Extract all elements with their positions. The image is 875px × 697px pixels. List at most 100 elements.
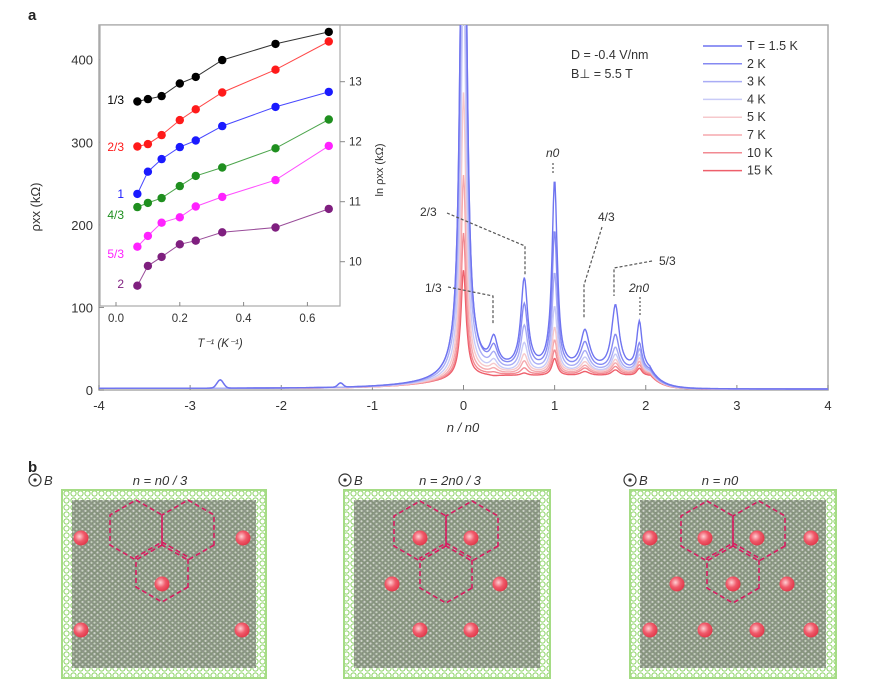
inset-point xyxy=(133,242,142,251)
peak-label-5-3: 5/3 xyxy=(659,254,676,268)
legend-label: 5 K xyxy=(747,110,766,124)
inset-x-tick-label: 0.2 xyxy=(172,313,188,325)
inset-point xyxy=(133,202,142,212)
electron-site xyxy=(384,576,400,592)
inset-point xyxy=(324,204,333,214)
peak-label-2-3: 2/3 xyxy=(420,205,437,219)
x-tick-label: 4 xyxy=(824,398,831,413)
inset-point xyxy=(191,105,200,114)
electron-site xyxy=(234,622,250,638)
leader-line xyxy=(613,260,653,296)
b-field-dot xyxy=(343,478,347,482)
inset-point xyxy=(218,228,227,237)
legend-label: T = 1.5 K xyxy=(747,39,799,53)
main-curves xyxy=(99,25,828,390)
inset-series-label: 2 xyxy=(117,277,124,291)
b-field-out-icon xyxy=(28,473,42,487)
inset-point xyxy=(157,91,166,101)
inset-point xyxy=(324,37,333,46)
electron-site xyxy=(697,622,713,638)
legend-label: 4 K xyxy=(747,92,766,106)
unit-cell-hexagon xyxy=(680,500,734,562)
inset-point xyxy=(271,102,280,112)
inset-plot: 0.0 0.2 0.4 0.6 10 11 12 13 1/3 2/3 1 4/3 5/3 2 T⁻¹… xyxy=(99,24,386,350)
inset-point xyxy=(175,79,184,88)
inset-point xyxy=(191,136,200,145)
inset-x-tick-label: 0.4 xyxy=(236,313,253,325)
unit-cell-hexagon xyxy=(732,500,786,562)
y-tick-label: 400 xyxy=(71,53,93,68)
electron-site xyxy=(463,530,479,546)
inset-x-label: T⁻¹ (K⁻¹) xyxy=(197,338,243,350)
inset-point xyxy=(157,193,166,203)
inset-point xyxy=(271,144,280,153)
inset-x-tick-label: 0.0 xyxy=(108,313,124,325)
legend: T = 1.5 K 2 K 3 K 4 K 5 K 7 K 10 K 15 K xyxy=(703,39,799,178)
inset-series-label: 1/3 xyxy=(107,93,124,107)
x-tick-label: 1 xyxy=(551,398,558,413)
electron-site xyxy=(73,622,89,638)
inset-point xyxy=(133,281,142,290)
inset-point xyxy=(218,163,227,172)
inset-point xyxy=(218,121,227,131)
x-tick-label: 0 xyxy=(460,398,467,413)
legend-label: 15 K xyxy=(747,164,773,178)
inset-point xyxy=(175,213,184,222)
inset-series-label: 4/3 xyxy=(107,208,124,222)
panel-a-label: a xyxy=(28,7,37,24)
electron-site xyxy=(463,622,479,638)
inset-point xyxy=(175,181,184,191)
electron-site xyxy=(235,530,251,546)
b-field-out-icon xyxy=(338,473,352,487)
inset-point xyxy=(175,142,184,152)
peak-label-2n0: 2n0 xyxy=(628,281,649,295)
inset-point xyxy=(191,236,200,245)
unit-cell-hexagon xyxy=(135,541,189,603)
inset-series-label: 2/3 xyxy=(107,140,124,154)
x-tick-label: 2 xyxy=(642,398,649,413)
x-tick-label: -4 xyxy=(93,398,105,413)
electron-site xyxy=(669,576,685,592)
electron-site xyxy=(749,530,765,546)
y-tick-label: 0 xyxy=(86,383,93,398)
inset-series-label: 5/3 xyxy=(107,247,124,261)
electron-site xyxy=(803,530,819,546)
unit-cell-hexagon xyxy=(393,500,447,562)
leader-line xyxy=(447,286,494,325)
inset-point xyxy=(143,231,153,241)
moire-lattice xyxy=(354,500,540,668)
inset-x-axis: 0.0 0.2 0.4 0.6 xyxy=(108,302,315,325)
annotation-B: B⊥ = 5.5 T xyxy=(571,67,633,81)
inset-y-tick-label: 13 xyxy=(349,77,362,89)
inset-y-label: ln ρxx (kΩ) xyxy=(374,144,386,197)
inset-point xyxy=(143,167,153,176)
legend-label: 2 K xyxy=(747,57,766,71)
b-field-label: B xyxy=(639,473,648,488)
leader-line xyxy=(583,226,603,318)
peak-labels: 1/3 2/3 n0 4/3 5/3 2n0 xyxy=(420,146,676,325)
unit-cell-hexagon xyxy=(706,542,760,604)
legend-label: 7 K xyxy=(747,128,766,142)
unit-cell-hexagon xyxy=(445,500,499,562)
inset-point xyxy=(157,154,166,164)
y-tick-label: 300 xyxy=(71,135,93,150)
b-field-dot xyxy=(33,478,37,482)
filling-title: n = n0 xyxy=(702,473,739,488)
inset-point xyxy=(191,72,200,82)
b-field-dot xyxy=(628,478,632,482)
x-tick-label: 3 xyxy=(733,398,740,413)
inset-point xyxy=(324,115,333,124)
electron-site xyxy=(642,530,658,546)
electron-site xyxy=(749,622,765,638)
main-y-label: ρxx (kΩ) xyxy=(28,183,43,232)
inset-point xyxy=(218,88,227,97)
inset-point xyxy=(143,139,153,149)
peak-label-n0: n0 xyxy=(546,146,560,160)
electron-site xyxy=(412,530,428,546)
electron-site xyxy=(492,576,508,592)
unit-cell-hexagon xyxy=(161,499,215,561)
main-x-axis: -4 -3 -2 -1 0 1 2 3 4 xyxy=(93,385,832,413)
